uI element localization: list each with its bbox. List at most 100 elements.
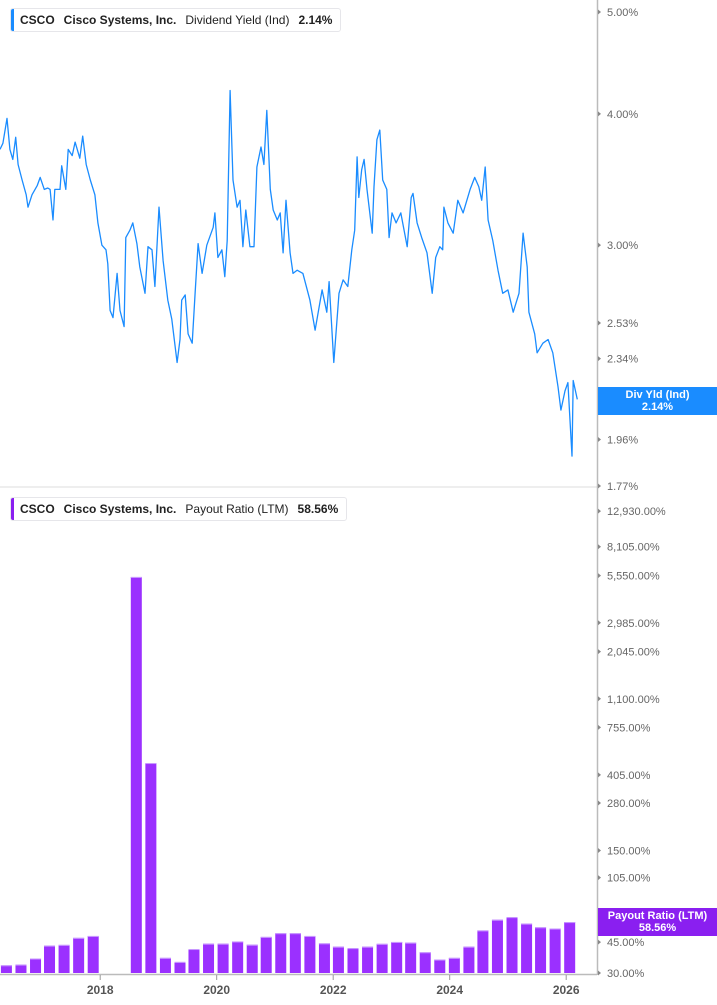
- payout-bar: [232, 941, 244, 973]
- y-tick-mark: [598, 320, 601, 326]
- payout-bar: [304, 935, 316, 973]
- y-tick-label: 45.00%: [607, 937, 645, 949]
- y-tick-label: 8,105.00%: [607, 542, 660, 554]
- y-tick-mark: [598, 111, 601, 117]
- y-tick-label: 4.00%: [607, 109, 638, 121]
- y-tick-mark: [598, 620, 601, 626]
- current-payout-badge: Payout Ratio (LTM) 58.56%: [598, 908, 717, 936]
- payout-bar: [188, 949, 200, 973]
- legend-color-swatch: [11, 498, 14, 520]
- badge-value: 58.56%: [638, 922, 677, 934]
- payout-bar: [549, 928, 561, 973]
- y-tick-label: 1.77%: [607, 481, 638, 493]
- badge-label: Div Yld (Ind): [625, 389, 690, 401]
- payout-bar: [347, 948, 359, 973]
- payout-bar: [362, 946, 374, 973]
- legend-metric: Dividend Yield (Ind): [185, 13, 290, 27]
- payout-bar: [434, 959, 446, 973]
- payout-bar: [246, 944, 258, 973]
- y-tick-label: 2.34%: [607, 354, 638, 366]
- payout-bar: [203, 943, 215, 973]
- payout-bar: [521, 923, 533, 973]
- payout-bar: [275, 933, 287, 973]
- legend-ticker: CSCO: [20, 13, 55, 27]
- y-tick-label: 1,100.00%: [607, 694, 660, 706]
- payout-bar: [145, 763, 157, 973]
- legend-ticker: CSCO: [20, 502, 55, 516]
- y-tick-label: 2.53%: [607, 318, 638, 330]
- yield-line-group: [0, 89, 578, 457]
- payout-bar: [419, 952, 431, 973]
- payout-bar: [73, 937, 85, 973]
- bottom-legend: CSCO Cisco Systems, Inc. Payout Ratio (L…: [10, 497, 348, 521]
- top-y-ticks: 5.00%4.00%3.00%2.53%2.34%2.15%1.96%1.77%: [598, 7, 638, 493]
- y-tick-mark: [598, 436, 601, 442]
- y-tick-label: 1.96%: [607, 434, 638, 446]
- y-tick-label: 755.00%: [607, 722, 651, 734]
- payout-bar: [87, 935, 99, 973]
- x-ticks: 2018 2020 2022 2024 2026: [87, 975, 580, 997]
- y-tick-label: 2,045.00%: [607, 647, 660, 659]
- y-tick-label: 2,985.00%: [607, 618, 660, 630]
- payout-bar: [405, 942, 417, 973]
- payout-bar: [217, 943, 229, 973]
- payout-bar: [30, 958, 42, 973]
- y-tick-mark: [598, 724, 601, 730]
- payout-bar: [376, 943, 388, 973]
- y-tick-mark: [598, 242, 601, 248]
- payout-bar: [260, 936, 272, 973]
- y-tick-label: 5,550.00%: [607, 571, 660, 583]
- payout-bars: [0, 576, 576, 973]
- y-tick-mark: [598, 772, 601, 778]
- top-legend: CSCO Cisco Systems, Inc. Dividend Yield …: [10, 8, 342, 32]
- y-tick-label: 150.00%: [607, 845, 651, 857]
- y-tick-label: 30.00%: [607, 968, 645, 980]
- legend-value: 58.56%: [297, 502, 339, 516]
- y-tick-label: 12,930.00%: [607, 506, 666, 518]
- x-tick-label: 2018: [87, 983, 114, 997]
- y-tick-mark: [598, 508, 601, 514]
- dividend-yield-line: [0, 89, 578, 457]
- payout-bar: [318, 943, 330, 973]
- bottom-y-ticks: 12,930.00% 8,105.00% 5,550.00% 2,985.00% 2,0…: [598, 506, 666, 980]
- y-tick-label: 280.00%: [607, 798, 651, 810]
- x-tick-label: 2024: [436, 983, 463, 997]
- y-tick-mark: [598, 356, 601, 362]
- y-tick-mark: [598, 800, 601, 806]
- y-tick-label: 105.00%: [607, 873, 651, 885]
- payout-bar: [332, 946, 344, 973]
- payout-bar: [289, 933, 301, 973]
- payout-bar: [44, 945, 56, 973]
- y-tick-mark: [598, 9, 601, 15]
- y-tick-mark: [598, 649, 601, 655]
- y-tick-mark: [598, 875, 601, 881]
- x-tick-label: 2022: [320, 983, 347, 997]
- legend-metric: Payout Ratio (LTM): [185, 502, 289, 516]
- payout-bar: [564, 922, 576, 973]
- badge-label: Payout Ratio (LTM): [607, 910, 708, 922]
- payout-bar: [58, 944, 70, 973]
- y-tick-mark: [598, 573, 601, 579]
- payout-bar: [391, 941, 403, 973]
- payout-bar: [491, 919, 503, 973]
- x-tick-label: 2020: [203, 983, 230, 997]
- payout-bar: [130, 576, 142, 973]
- current-yield-badge: Div Yld (Ind) 2.14%: [598, 387, 717, 415]
- y-tick-mark: [598, 696, 601, 702]
- payout-bar: [477, 930, 489, 973]
- legend-company: Cisco Systems, Inc.: [63, 13, 177, 27]
- payout-bar: [0, 965, 12, 973]
- payout-bar: [15, 964, 27, 973]
- y-tick-label: 3.00%: [607, 240, 638, 252]
- legend-color-swatch: [11, 9, 14, 31]
- payout-bar: [448, 957, 460, 973]
- payout-bar: [535, 927, 547, 973]
- badge-value: 2.14%: [641, 401, 674, 413]
- payout-bar: [463, 946, 475, 973]
- x-tick-label: 2026: [553, 983, 580, 997]
- legend-company: Cisco Systems, Inc.: [63, 502, 177, 516]
- y-tick-mark: [598, 483, 601, 489]
- y-tick-mark: [598, 939, 601, 945]
- payout-bar: [159, 957, 171, 973]
